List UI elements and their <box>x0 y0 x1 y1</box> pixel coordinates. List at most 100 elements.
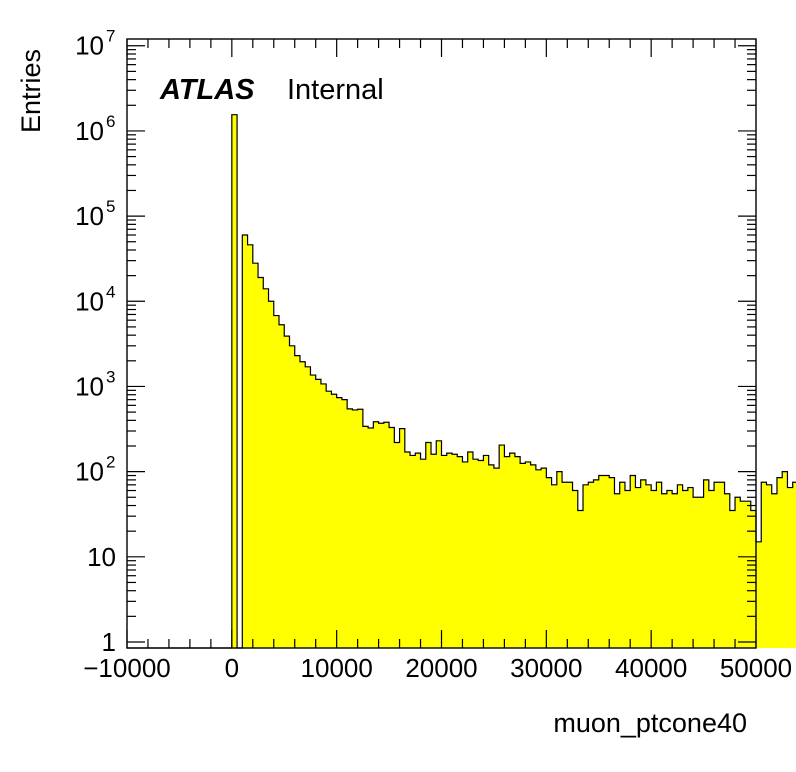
histogram-bar <box>472 459 479 648</box>
histogram-bar <box>551 484 558 648</box>
histogram-bar <box>792 482 796 648</box>
histogram-bar <box>782 471 788 648</box>
histogram-bar <box>341 399 348 648</box>
histogram-bar <box>436 440 442 648</box>
histogram-bar <box>761 482 767 648</box>
histogram-bar <box>672 493 678 648</box>
y-tick-exponent: 7 <box>106 27 115 46</box>
histogram-bar <box>242 235 248 648</box>
histogram-bar <box>315 379 322 648</box>
histogram-bar <box>483 455 489 648</box>
histogram-bars <box>231 114 796 648</box>
histogram-bar <box>431 454 437 648</box>
histogram-bar <box>499 445 505 648</box>
histogram-bar <box>441 455 448 648</box>
histogram-bar <box>268 301 275 648</box>
histogram-bar <box>446 453 453 648</box>
histogram-bar <box>630 475 636 648</box>
histogram-bar <box>640 479 647 648</box>
histogram-bar <box>698 497 704 648</box>
histogram-bar <box>331 394 337 648</box>
histogram-bar <box>546 477 552 648</box>
histogram-bar <box>415 453 421 648</box>
histogram-bar <box>567 482 573 648</box>
histogram-bar <box>735 497 741 648</box>
histogram-bar <box>284 336 290 648</box>
histogram-bar <box>677 484 683 648</box>
histogram-bar <box>598 475 605 648</box>
y-tick-label: 1 <box>102 627 116 657</box>
histogram-bar <box>651 490 657 648</box>
histogram-bar <box>352 409 358 648</box>
histogram-bar <box>614 493 621 648</box>
histogram-bar <box>252 263 259 648</box>
histogram-bar <box>357 409 364 648</box>
x-tick-label: 0 <box>225 653 239 683</box>
y-tick-label: 10 <box>75 116 104 146</box>
histogram-bar <box>279 324 285 648</box>
histogram-bar <box>687 487 694 648</box>
histogram-bar <box>263 288 269 648</box>
histogram-bar <box>577 510 584 648</box>
histogram-bar <box>609 477 615 648</box>
histogram-bar <box>562 482 568 648</box>
histogram-bar <box>729 510 736 648</box>
histogram-bar <box>457 456 463 648</box>
histogram-bar <box>645 484 652 648</box>
histogram-bar <box>389 427 395 648</box>
y-tick-label: 10 <box>75 372 104 402</box>
histogram-bar <box>336 397 343 648</box>
histogram-bar <box>467 452 474 648</box>
experiment-label: ATLAS <box>159 74 255 106</box>
histogram-bar <box>776 477 783 648</box>
x-tick-label: 40000 <box>615 653 687 683</box>
histogram-bar <box>273 315 280 648</box>
histogram-bar <box>714 482 720 648</box>
histogram-bar <box>703 479 710 648</box>
histogram-bar <box>682 490 689 648</box>
x-tick-label: 30000 <box>510 653 582 683</box>
y-tick-exponent: 6 <box>106 112 115 131</box>
histogram-bar <box>624 490 631 648</box>
y-tick-label: 10 <box>75 201 104 231</box>
y-tick-exponent: 4 <box>106 282 115 301</box>
y-tick-label: 10 <box>75 286 104 316</box>
histogram-bar <box>420 459 427 648</box>
histogram-bar <box>310 375 316 648</box>
histogram-bar <box>766 484 773 648</box>
histogram-bar <box>556 471 563 648</box>
histogram-bar <box>294 355 301 648</box>
histogram-bar <box>305 366 311 648</box>
histogram-bar <box>493 468 500 648</box>
histogram-bar <box>661 493 668 648</box>
histogram-bar <box>708 490 715 648</box>
histogram-bar <box>603 475 610 648</box>
histogram-bar <box>750 510 757 648</box>
histogram-bar <box>247 244 254 648</box>
histogram-bar <box>593 479 600 648</box>
histogram-bar <box>745 501 752 648</box>
histogram-bar <box>635 487 641 648</box>
histogram-bar <box>535 469 542 648</box>
y-tick-label: 10 <box>75 457 104 487</box>
histogram-bar <box>619 482 626 648</box>
y-axis-title: Entries <box>16 49 46 133</box>
y-tick-exponent: 5 <box>106 197 115 216</box>
histogram-bar <box>514 456 521 648</box>
histogram-bar <box>583 484 589 648</box>
histogram-bar <box>693 497 699 648</box>
histogram-bar <box>656 482 662 648</box>
histogram-bar <box>326 391 332 648</box>
histogram-bar <box>724 493 731 648</box>
histogram-bar <box>588 482 594 648</box>
histogram-bar <box>362 426 369 648</box>
histogram-bar <box>320 383 327 648</box>
histogram-bar <box>787 487 793 648</box>
histogram-bar <box>368 428 374 648</box>
x-tick-label: 20000 <box>405 653 477 683</box>
x-axis-title: muon_ptcone40 <box>553 708 747 738</box>
x-tick-labels: −10000 0 10000 20000 30000 40000 50000 <box>83 653 792 683</box>
histogram-bar <box>530 464 537 648</box>
histogram-bar <box>404 452 411 648</box>
